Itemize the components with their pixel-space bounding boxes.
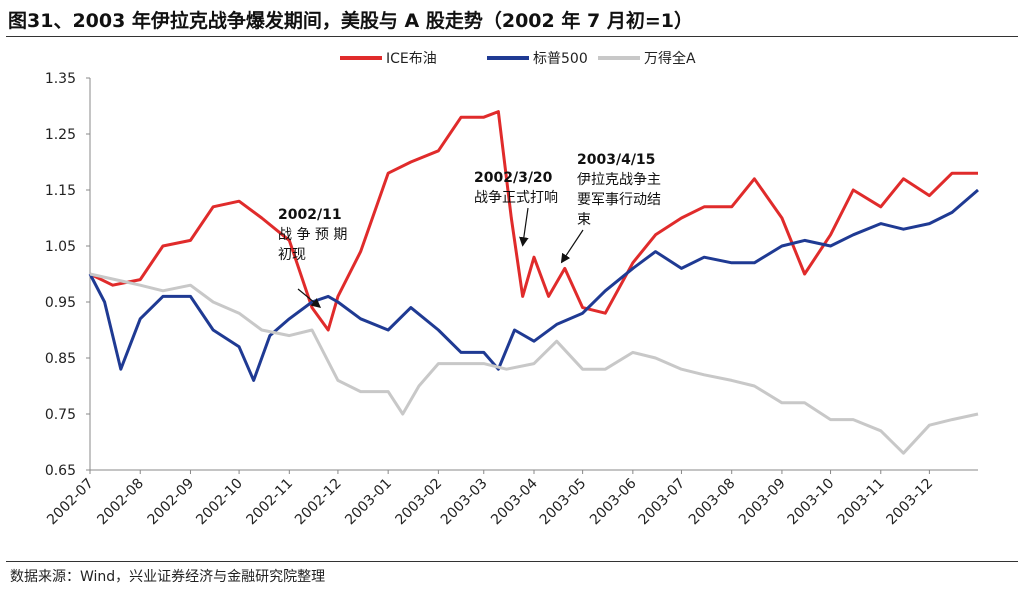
annotation-arrow-0 (297, 288, 322, 308)
y-tick-label: 0.95 (45, 295, 76, 311)
legend-label-2: 万得全A (644, 50, 696, 67)
legend-label-0: ICE布油 (386, 51, 437, 67)
source-note: 数据来源：Wind，兴业证券经济与金融研究院整理 (10, 569, 326, 585)
x-tick-label: 2003-05 (537, 476, 590, 529)
x-tick-label: 2002-10 (193, 476, 246, 529)
x-tick-label: 2002-12 (292, 476, 345, 529)
x-tick-label: 2003-08 (686, 476, 739, 529)
y-tick-label: 1.15 (45, 183, 76, 199)
annotation-text-2: 伊拉克战争主 (577, 172, 661, 188)
title-rule (6, 36, 1018, 37)
source-rule (6, 561, 1018, 562)
y-tick-label: 1.05 (45, 239, 76, 255)
chart-title: 图31、2003 年伊拉克战争爆发期间，美股与 A 股走势（2002 年 7 月… (8, 10, 693, 32)
annotation-date-2: 2003/4/15 (577, 152, 655, 168)
x-tick-label: 2002-07 (44, 476, 97, 529)
series-line-2 (89, 272, 979, 455)
x-tick-label: 2003-12 (884, 476, 937, 529)
annotation-arrow-2 (560, 229, 584, 264)
x-tick-label: 2003-10 (785, 476, 838, 529)
annotation-text-2: 束 (577, 212, 591, 228)
x-tick-label: 2002-11 (243, 476, 296, 529)
series-line-1 (88, 188, 979, 382)
annotation-arrow-1 (519, 207, 529, 247)
x-tick-label: 2002-08 (94, 476, 147, 529)
legend-label-1: 标普500 (533, 51, 588, 67)
x-tick-label: 2003-01 (342, 476, 395, 529)
x-tick-label: 2003-06 (587, 475, 640, 528)
x-tick-label: 2003-07 (636, 476, 689, 529)
x-tick-label: 2003-02 (393, 476, 446, 529)
y-tick-label: 1.35 (45, 71, 76, 87)
annotation-text-2: 要军事行动结 (577, 192, 661, 208)
x-tick-label: 2003-11 (835, 476, 888, 529)
x-tick-label: 2002-09 (145, 476, 198, 529)
series-line-0 (89, 110, 978, 332)
annotation-text-0: 战 争 预 期 (278, 227, 347, 243)
annotation-date-0: 2002/11 (278, 207, 342, 223)
y-tick-label: 0.85 (45, 351, 76, 367)
x-tick-label: 2003-03 (438, 476, 491, 529)
annotation-text-1: 战争正式打响 (474, 189, 558, 206)
x-tick-label: 2003-04 (488, 475, 541, 528)
x-tick-label: 2003-09 (736, 476, 789, 529)
y-tick-label: 1.25 (45, 127, 76, 143)
y-tick-label: 0.65 (45, 463, 76, 479)
annotation-text-0: 初现 (278, 246, 306, 263)
y-tick-label: 0.75 (45, 407, 76, 423)
annotation-date-1: 2002/3/20 (474, 170, 553, 186)
